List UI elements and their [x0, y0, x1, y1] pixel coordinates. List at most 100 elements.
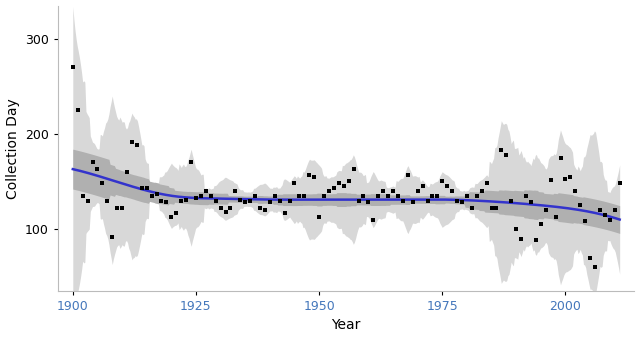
Point — [319, 193, 329, 198]
Point — [472, 193, 482, 198]
Point — [417, 184, 428, 189]
Point — [284, 198, 294, 203]
Point — [68, 65, 78, 70]
Point — [457, 200, 467, 205]
Point — [269, 193, 280, 198]
Point — [408, 200, 418, 205]
Point — [294, 193, 305, 198]
Point — [260, 207, 270, 213]
Point — [501, 152, 511, 158]
Point — [605, 217, 615, 222]
Point — [201, 188, 211, 194]
Point — [580, 219, 590, 224]
Point — [127, 139, 137, 144]
Point — [255, 206, 265, 211]
Point — [526, 200, 536, 205]
Point — [211, 198, 221, 203]
Point — [117, 206, 127, 211]
Point — [413, 188, 423, 194]
Point — [541, 207, 551, 213]
Point — [600, 212, 610, 217]
Point — [364, 200, 374, 205]
Point — [447, 188, 457, 194]
Point — [545, 177, 556, 182]
Point — [531, 238, 541, 243]
Point — [506, 198, 516, 203]
Point — [610, 207, 620, 213]
Point — [220, 209, 230, 215]
Point — [398, 198, 408, 203]
Point — [77, 193, 88, 198]
Point — [97, 181, 108, 186]
Point — [492, 206, 502, 211]
Point — [368, 217, 378, 222]
Point — [196, 193, 206, 198]
Point — [590, 264, 600, 270]
Point — [344, 179, 354, 184]
Point — [300, 193, 310, 198]
Point — [156, 198, 166, 203]
Point — [230, 188, 241, 194]
Point — [358, 193, 369, 198]
Point — [88, 160, 98, 165]
Point — [393, 193, 403, 198]
Point — [122, 169, 132, 175]
Point — [171, 210, 181, 216]
Point — [161, 200, 172, 205]
Point — [565, 174, 575, 179]
Point — [481, 181, 492, 186]
Point — [245, 198, 255, 203]
Point — [102, 198, 113, 203]
Point — [309, 174, 319, 179]
Point — [72, 107, 83, 113]
Point — [191, 195, 201, 200]
Point — [403, 172, 413, 177]
Point — [462, 193, 472, 198]
Point — [388, 188, 398, 194]
Point — [432, 193, 442, 198]
Point — [324, 188, 334, 194]
Point — [521, 193, 531, 198]
Point — [477, 188, 487, 194]
Point — [595, 207, 605, 213]
Point — [550, 214, 561, 219]
Point — [570, 188, 580, 194]
Point — [314, 214, 324, 219]
Point — [176, 198, 186, 203]
Point — [422, 198, 433, 203]
Point — [349, 166, 359, 172]
Point — [585, 255, 595, 260]
Point — [452, 198, 462, 203]
Point — [280, 210, 290, 216]
Point — [536, 222, 546, 227]
Point — [353, 198, 364, 203]
Point — [250, 193, 260, 198]
Point — [137, 186, 147, 191]
X-axis label: Year: Year — [332, 318, 361, 333]
Point — [496, 147, 506, 153]
Point — [275, 198, 285, 203]
Y-axis label: Collection Day: Collection Day — [6, 98, 20, 199]
Point — [265, 200, 275, 205]
Point — [511, 226, 522, 232]
Point — [289, 181, 300, 186]
Point — [166, 214, 177, 219]
Point — [304, 172, 314, 177]
Point — [141, 186, 152, 191]
Point — [216, 206, 226, 211]
Point — [575, 202, 586, 208]
Point — [152, 191, 162, 197]
Point — [147, 193, 157, 198]
Point — [486, 206, 497, 211]
Point — [205, 193, 216, 198]
Point — [83, 198, 93, 203]
Point — [132, 143, 142, 148]
Point — [107, 234, 117, 239]
Point — [225, 206, 236, 211]
Point — [516, 236, 526, 241]
Point — [373, 193, 383, 198]
Point — [437, 179, 447, 184]
Point — [329, 186, 339, 191]
Point — [112, 206, 122, 211]
Point — [614, 181, 625, 186]
